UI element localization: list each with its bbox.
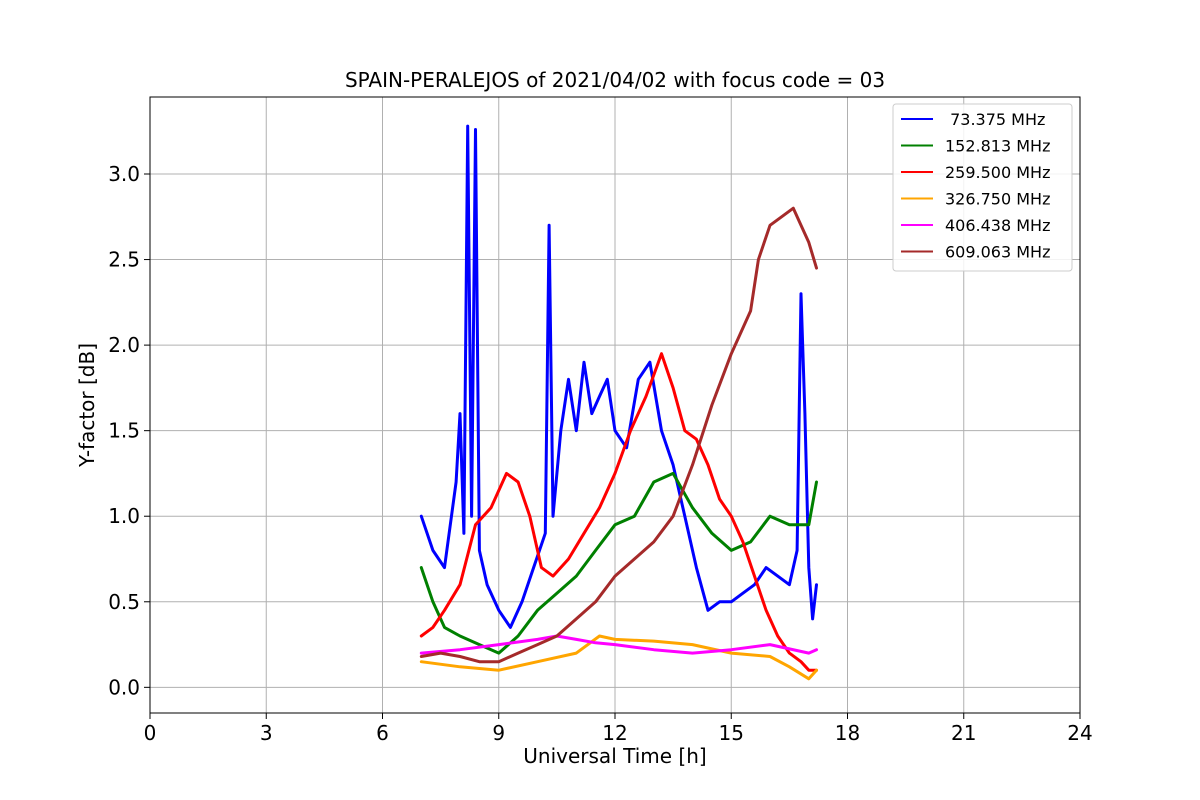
series-line-1	[419, 471, 818, 655]
y-axis: 0.0 0.5 1.0 1.5 2.0 2.5 3.0	[108, 162, 150, 699]
y-tick-label: 3.0	[108, 162, 140, 186]
legend: 73.375 MHz 152.813 MHz 259.500 MHz 326.750 …	[892, 103, 1073, 272]
x-tick-label: 15	[719, 721, 744, 745]
x-tick-label: 21	[951, 721, 976, 745]
x-tick-label: 3	[260, 721, 273, 745]
y-tick-label: 2.0	[108, 333, 140, 357]
x-tick-label: 18	[835, 721, 860, 745]
y-tick-label: 1.0	[108, 504, 140, 528]
y-axis-label: Y-factor [dB]	[75, 343, 99, 468]
series-line-0	[419, 124, 818, 629]
series-line-4	[419, 634, 818, 655]
chart-title: SPAIN-PERALEJOS of 2021/04/02 with focus…	[345, 68, 885, 92]
legend-label: 73.375 MHz	[945, 110, 1045, 129]
legend-label: 326.750 MHz	[945, 190, 1050, 209]
legend-label: 609.063 MHz	[945, 243, 1050, 262]
legend-frame	[892, 103, 1073, 272]
x-tick-label: 24	[1067, 721, 1092, 745]
x-tick-label: 0	[144, 721, 157, 745]
x-axis-label: Universal Time [h]	[523, 744, 706, 768]
x-tick-label: 6	[376, 721, 389, 745]
y-tick-label: 0.5	[108, 590, 140, 614]
series-line-3	[419, 634, 818, 681]
series-layer	[419, 124, 818, 681]
y-tick-label: 0.0	[108, 675, 140, 699]
x-tick-label: 12	[602, 721, 627, 745]
legend-label: 406.438 MHz	[945, 216, 1050, 235]
series-line-5	[419, 206, 818, 664]
y-tick-label: 2.5	[108, 248, 140, 272]
legend-label: 259.500 MHz	[945, 163, 1050, 182]
x-axis: 0 3 6 9 12 15 18 21 24	[144, 713, 1093, 745]
series-line-2	[419, 352, 818, 672]
x-tick-label: 9	[492, 721, 505, 745]
legend-label: 152.813 MHz	[945, 137, 1050, 156]
y-tick-label: 1.5	[108, 419, 140, 443]
